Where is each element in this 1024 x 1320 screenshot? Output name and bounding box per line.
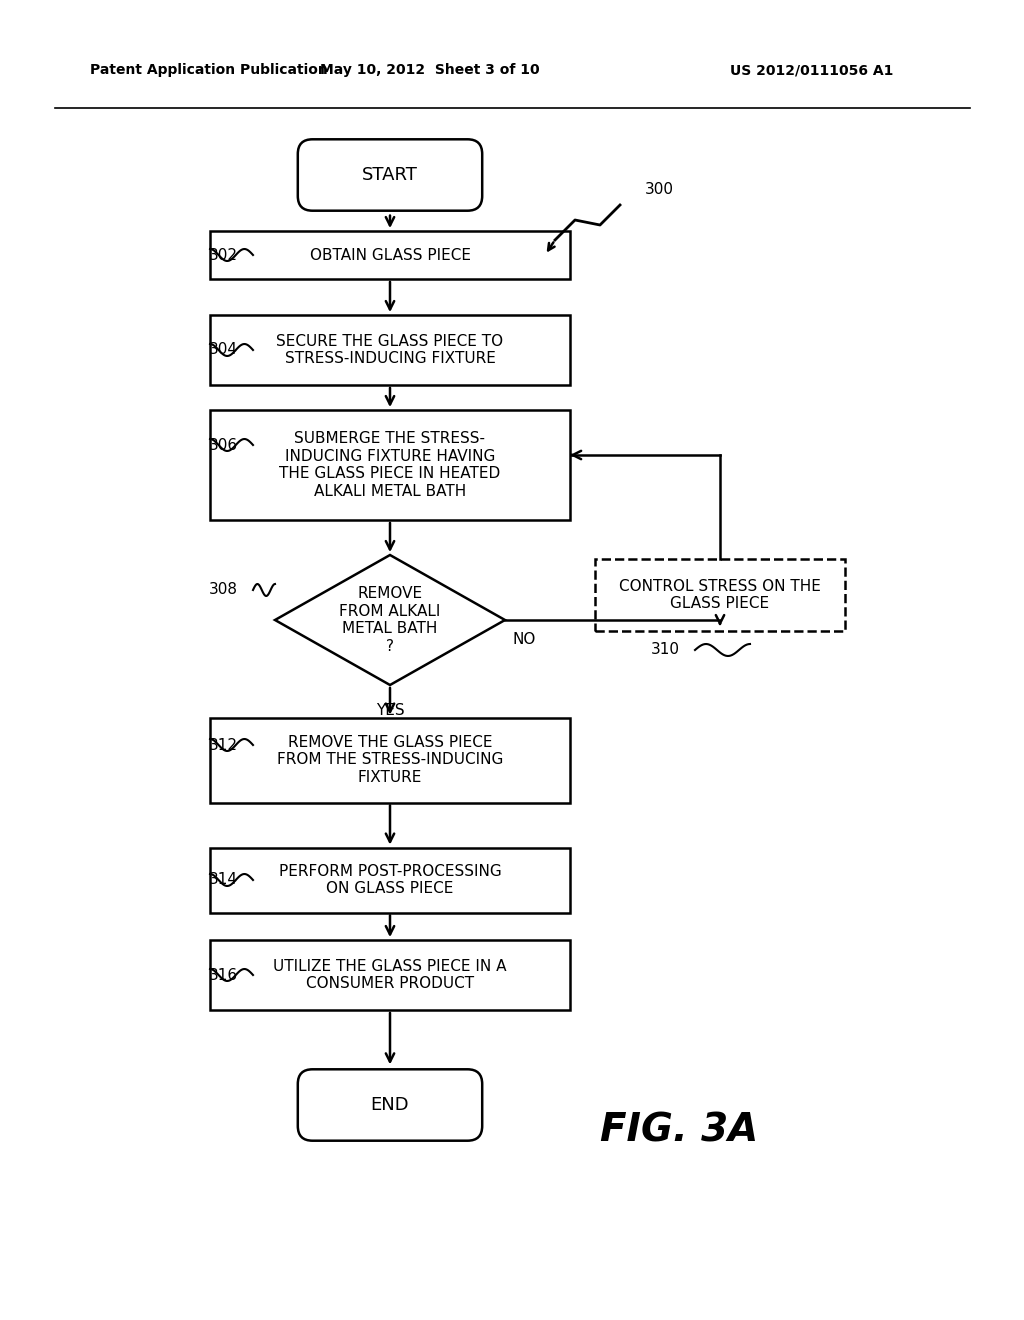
Bar	[210, 315, 570, 385]
Text: START: START	[362, 166, 418, 183]
Text: May 10, 2012  Sheet 3 of 10: May 10, 2012 Sheet 3 of 10	[321, 63, 540, 77]
Bar	[210, 411, 570, 520]
Text: 308: 308	[209, 582, 238, 598]
Text: REMOVE
FROM ALKALI
METAL BATH
?: REMOVE FROM ALKALI METAL BATH ?	[339, 586, 440, 653]
Text: 314: 314	[209, 873, 238, 887]
Text: CONTROL STRESS ON THE
GLASS PIECE: CONTROL STRESS ON THE GLASS PIECE	[620, 578, 821, 611]
Text: 310: 310	[651, 643, 680, 657]
Text: NO: NO	[513, 632, 537, 647]
Text: US 2012/0111056 A1: US 2012/0111056 A1	[730, 63, 893, 77]
Text: OBTAIN GLASS PIECE: OBTAIN GLASS PIECE	[309, 248, 470, 263]
Text: 316: 316	[209, 968, 238, 982]
Text: 300: 300	[645, 182, 674, 198]
Text: SUBMERGE THE STRESS-
INDUCING FIXTURE HAVING
THE GLASS PIECE IN HEATED
ALKALI ME: SUBMERGE THE STRESS- INDUCING FIXTURE HA…	[280, 432, 501, 499]
Text: SECURE THE GLASS PIECE TO
STRESS-INDUCING FIXTURE: SECURE THE GLASS PIECE TO STRESS-INDUCIN…	[276, 334, 504, 366]
Text: YES: YES	[376, 704, 404, 718]
Text: END: END	[371, 1096, 410, 1114]
Bar	[595, 558, 845, 631]
Text: UTILIZE THE GLASS PIECE IN A
CONSUMER PRODUCT: UTILIZE THE GLASS PIECE IN A CONSUMER PR…	[273, 958, 507, 991]
Text: 302: 302	[209, 248, 238, 263]
Text: 304: 304	[209, 342, 238, 358]
Polygon shape	[275, 554, 505, 685]
Text: FIG. 3A: FIG. 3A	[600, 1111, 758, 1148]
Text: 306: 306	[209, 437, 238, 453]
FancyBboxPatch shape	[298, 140, 482, 211]
Text: PERFORM POST-PROCESSING
ON GLASS PIECE: PERFORM POST-PROCESSING ON GLASS PIECE	[279, 863, 502, 896]
Bar	[210, 940, 570, 1010]
Bar	[210, 847, 570, 912]
FancyBboxPatch shape	[298, 1069, 482, 1140]
Bar	[210, 718, 570, 803]
Text: REMOVE THE GLASS PIECE
FROM THE STRESS-INDUCING
FIXTURE: REMOVE THE GLASS PIECE FROM THE STRESS-I…	[276, 735, 503, 785]
Bar	[210, 231, 570, 279]
Text: Patent Application Publication: Patent Application Publication	[90, 63, 328, 77]
Text: 312: 312	[209, 738, 238, 752]
